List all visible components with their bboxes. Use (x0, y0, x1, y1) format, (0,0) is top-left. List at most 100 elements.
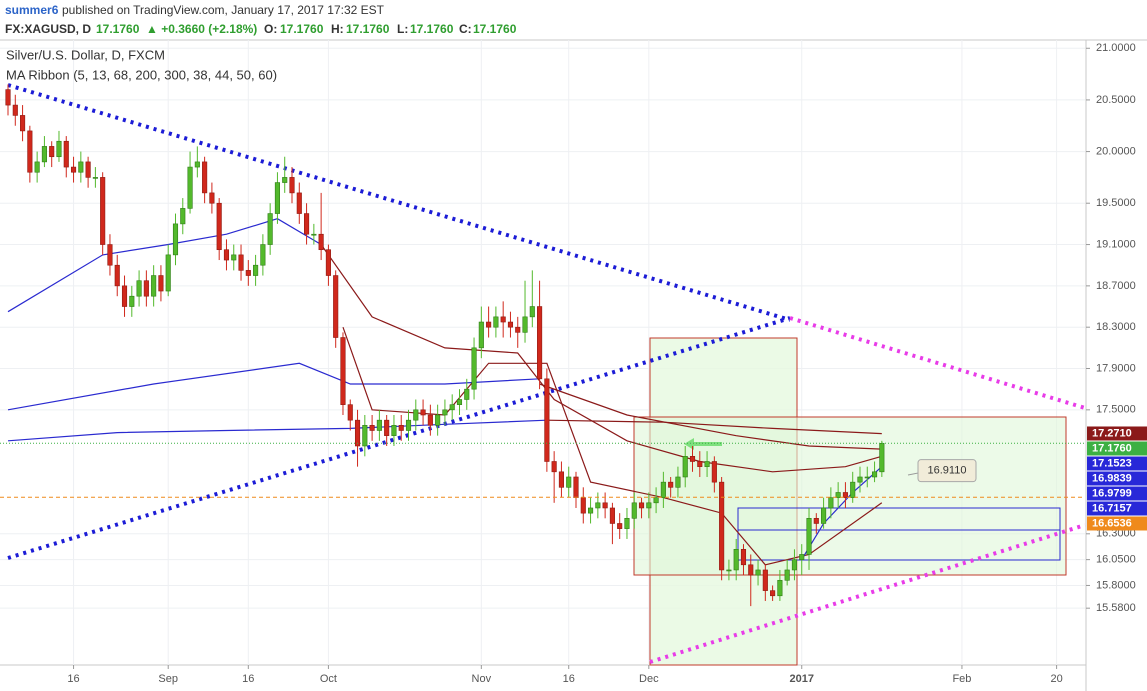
last-price: 17.1760 (96, 22, 140, 36)
ohlc-label: C: (459, 22, 472, 36)
x-tick-label: Dec (639, 673, 659, 685)
candle-body (216, 202, 222, 251)
y-tick-label: 17.9000 (1096, 362, 1136, 374)
candle-body (777, 579, 783, 597)
candle-body (245, 270, 251, 276)
candle-body (726, 569, 732, 572)
candle-body (34, 161, 40, 173)
x-tick-label: 16 (563, 673, 575, 685)
y-tick-label: 20.5000 (1096, 94, 1136, 106)
callout-box (917, 459, 977, 483)
candle-body (784, 569, 790, 581)
candle-body (172, 223, 179, 256)
ohlc-value: 17.1760 (280, 22, 324, 36)
candle-body (92, 177, 98, 179)
candle-body (507, 321, 514, 328)
candle-body (500, 316, 506, 323)
x-tick-label: Oct (320, 673, 337, 685)
candle-body (325, 249, 331, 276)
candle-body (151, 275, 157, 297)
candle-body (624, 518, 630, 529)
ohlc-value: 17.1760 (410, 22, 454, 36)
candle-body (56, 140, 62, 158)
price-tag-label: 17.1523 (1092, 457, 1132, 469)
candle-body (821, 507, 827, 524)
candle-body (595, 502, 601, 509)
candle-body (267, 213, 273, 245)
candle-body (238, 254, 244, 271)
candle-body (762, 569, 768, 591)
candle-body (209, 192, 215, 204)
candle-body (129, 295, 135, 307)
candle-body (879, 443, 885, 473)
price-tag-label: 16.9799 (1092, 487, 1132, 499)
candle-body (813, 518, 819, 524)
candle-body (850, 481, 856, 498)
candle-body (114, 264, 120, 287)
candle-body (646, 502, 652, 509)
ma-line (546, 419, 882, 435)
candle-body (704, 461, 710, 467)
y-tick-label: 18.7000 (1096, 280, 1136, 292)
x-tick-label: Nov (472, 673, 492, 685)
candle-body (231, 254, 237, 261)
price-tag (1087, 426, 1147, 441)
candle-body (398, 425, 404, 431)
candle-body (180, 208, 186, 225)
candle-body (5, 89, 11, 106)
publisher[interactable]: summer6 (5, 3, 59, 17)
trend-line[interactable] (7, 316, 791, 560)
arrow[interactable] (684, 438, 722, 450)
candle-body (835, 492, 841, 498)
candle-body (449, 404, 455, 411)
ma-line (320, 244, 882, 473)
x-tick-label: Sep (158, 673, 178, 685)
x-tick-label: 16 (242, 673, 254, 685)
candle-body (427, 414, 433, 426)
y-tick-label: 18.3000 (1096, 321, 1136, 333)
x-tick-label: 16 (67, 673, 79, 685)
ma-line (539, 383, 882, 450)
candle-body (100, 177, 106, 245)
y-tick-label: 15.8000 (1096, 579, 1136, 591)
candle-body (194, 161, 200, 168)
price-tag (1087, 471, 1147, 486)
candle-body (442, 409, 448, 416)
candle-body (689, 456, 696, 462)
price-tag-label: 16.7157 (1092, 502, 1132, 514)
candle-body (573, 476, 579, 498)
candle-body (471, 347, 477, 390)
ma-line (7, 362, 540, 411)
projection-line[interactable] (789, 316, 1086, 410)
candle-body (78, 161, 84, 173)
symbol: FX:XAGUSD, D (5, 22, 91, 36)
ma-line (7, 419, 547, 442)
price-tag-label: 17.2710 (1092, 427, 1132, 439)
chart-title: Silver/U.S. Dollar, D, FXCM (6, 47, 165, 62)
blue-box[interactable] (737, 507, 1061, 561)
candle-body (529, 306, 535, 318)
candle-body (588, 507, 594, 514)
candle-body (136, 280, 142, 297)
candle-body (668, 481, 674, 488)
trend-line[interactable] (7, 83, 791, 322)
candle-body (871, 471, 878, 478)
candle-body (158, 275, 164, 292)
candle-body (304, 213, 310, 235)
candle-body (748, 564, 754, 576)
candle-body (464, 388, 470, 400)
candle-body (551, 461, 557, 473)
candle-body (515, 326, 521, 333)
candle-body (653, 497, 659, 504)
candle-body (770, 590, 776, 597)
candle-body (719, 481, 725, 571)
candle-body (682, 456, 688, 478)
ohlc-label: H: (331, 22, 344, 36)
candle-body (755, 569, 761, 576)
candle-body (41, 146, 47, 163)
y-tick-label: 20.0000 (1096, 145, 1136, 157)
candle-body (435, 414, 441, 426)
candle-body (617, 523, 623, 529)
